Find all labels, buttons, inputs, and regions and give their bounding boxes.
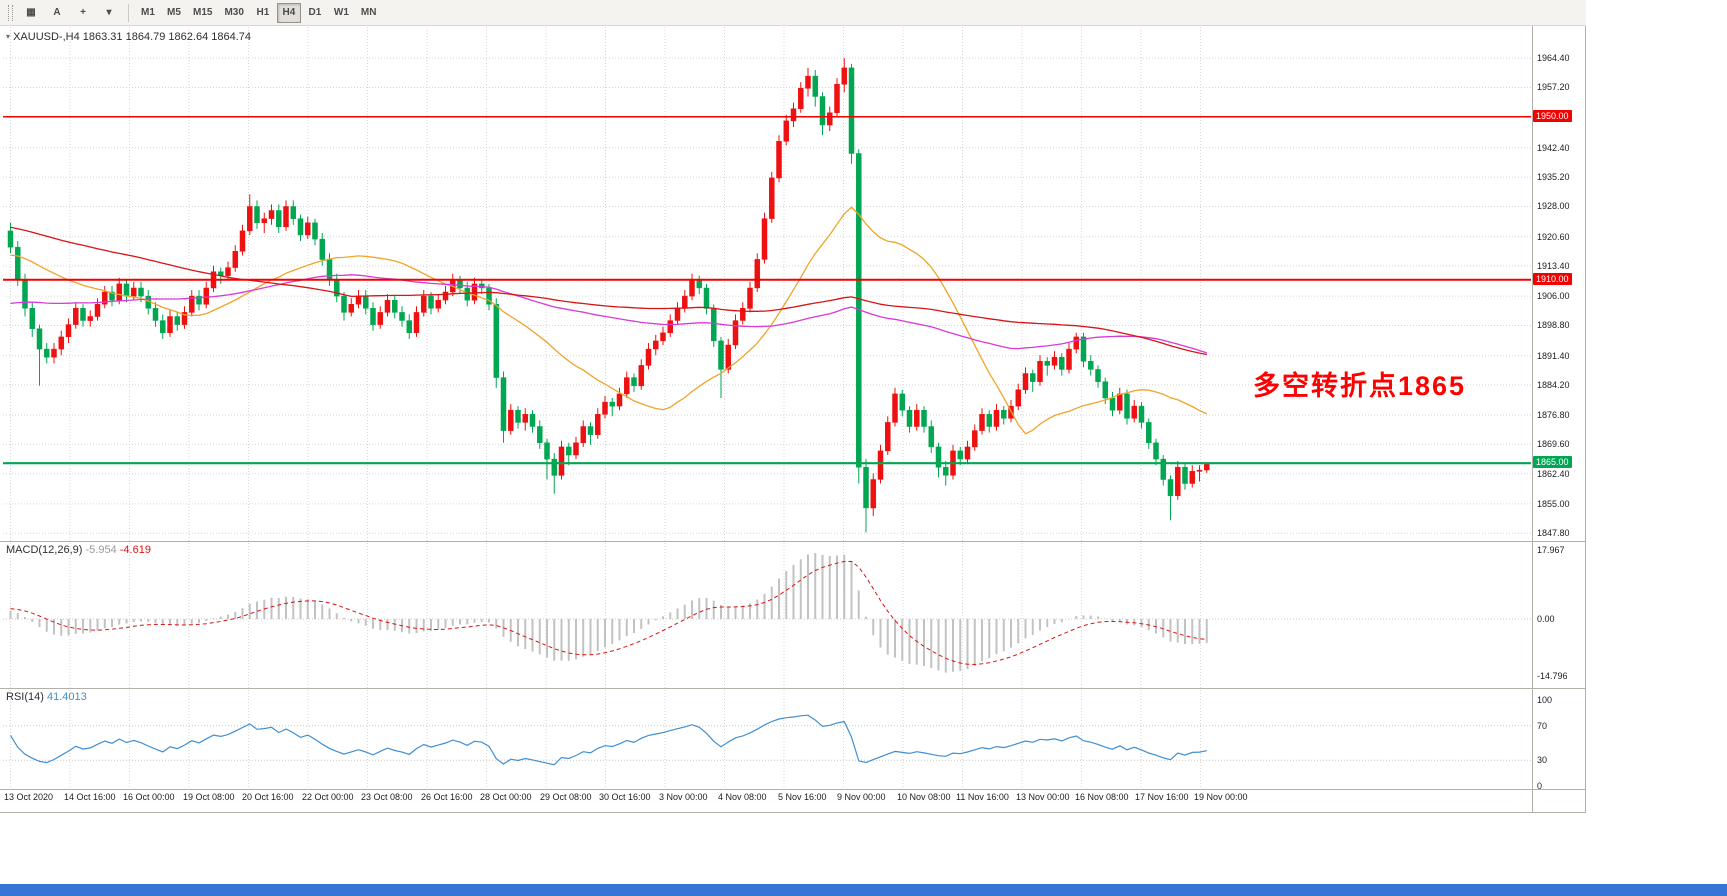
toolbar-grip[interactable] [8, 4, 13, 21]
chart-canvas[interactable] [0, 0, 1586, 896]
panel-separator-rsi[interactable] [0, 688, 1586, 689]
price-axis[interactable] [1532, 27, 1585, 789]
panel-separator-macd[interactable] [0, 541, 1586, 542]
tools-dropdown-button[interactable]: ▾ [97, 3, 121, 23]
macd-signal-line [10, 560, 1207, 666]
horizontal-level-lines[interactable] [3, 116, 1531, 465]
time-axis-border [0, 789, 1586, 790]
timeframe-button-m15[interactable]: M15 [188, 3, 217, 23]
timeframe-button-m30[interactable]: M30 [219, 3, 248, 23]
tick-chart-button[interactable]: ▦ [19, 3, 43, 23]
toolbar-separator [128, 3, 129, 22]
ma-line-72[interactable] [10, 274, 1208, 354]
annotate-text-button[interactable]: A [45, 3, 69, 23]
timeframe-button-m5[interactable]: M5 [162, 3, 186, 23]
timeframe-button-h1[interactable]: H1 [251, 3, 275, 23]
toolbar: ▦ A + ▾ M1 M5 M15 M30 H1 H4 D1 W1 MN [0, 0, 1586, 26]
crosshair-button[interactable]: + [71, 3, 95, 23]
timeframe-button-h4[interactable]: H4 [276, 2, 301, 23]
timeframe-button-mn[interactable]: MN [356, 3, 382, 23]
candles-layer [7, 58, 1210, 533]
grid-lines [3, 27, 1531, 789]
ma-line-120[interactable] [10, 226, 1207, 356]
timeframe-button-w1[interactable]: W1 [329, 3, 354, 23]
time-axis[interactable] [0, 789, 1531, 812]
macd-histogram [9, 553, 1208, 673]
price-axis-border [1532, 26, 1533, 812]
timeframe-button-d1[interactable]: D1 [303, 3, 327, 23]
bottom-status-strip [0, 884, 1727, 896]
toolbar-left-buttons: ▦ A + ▾ [18, 3, 122, 23]
window-bottom-border [0, 812, 1586, 813]
window-right-border [1585, 26, 1586, 812]
timeframe-button-m1[interactable]: M1 [136, 3, 160, 23]
ma-line-24[interactable] [10, 206, 1208, 435]
rsi-line [9, 714, 1207, 766]
timeframe-buttons: M1 M5 M15 M30 H1 H4 D1 W1 MN [135, 2, 382, 23]
